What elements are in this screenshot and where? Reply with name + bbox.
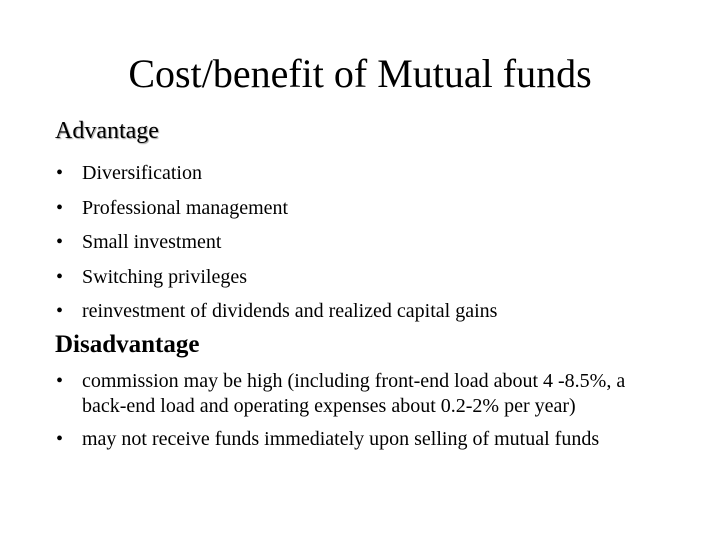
slide-title: Cost/benefit of Mutual funds — [128, 51, 592, 96]
disadvantage-heading: Disadvantage — [55, 331, 200, 358]
advantage-item-professional-management: Professional management — [82, 196, 289, 219]
bullet-icon: • — [56, 265, 64, 288]
advantage-heading: Advantage — [55, 118, 159, 144]
list-item: • commission may be high (including fron… — [0, 369, 652, 419]
bullet-icon: • — [56, 370, 64, 392]
bullet-icon: • — [56, 196, 64, 219]
list-item: • Switching privileges — [0, 260, 652, 295]
list-item: • Diversification — [0, 156, 652, 191]
disadvantage-list: • commission may be high (including fron… — [0, 369, 652, 460]
advantage-item-diversification: Diversification — [82, 162, 202, 184]
bullet-icon: • — [56, 162, 64, 184]
bullet-icon: • — [56, 231, 64, 253]
bullet-icon: • — [56, 428, 64, 450]
disadvantage-item-commission: commission may be high (including front-… — [82, 370, 626, 417]
list-item: • Professional management — [0, 191, 652, 226]
bullet-icon: • — [56, 300, 64, 322]
list-item: • may not receive funds immediately upon… — [0, 427, 652, 452]
advantage-list: • Diversification • Professional managem… — [0, 156, 652, 329]
disadvantage-item-receive-funds: may not receive funds immediately upon s… — [82, 428, 600, 450]
advantage-item-reinvestment: reinvestment of dividends and realized c… — [82, 300, 498, 322]
advantage-item-small-investment: Small investment — [82, 231, 222, 253]
list-item: • Small investment — [0, 225, 652, 260]
advantage-item-switching-privileges: Switching privileges — [82, 265, 247, 288]
list-item: • reinvestment of dividends and realized… — [0, 294, 652, 329]
